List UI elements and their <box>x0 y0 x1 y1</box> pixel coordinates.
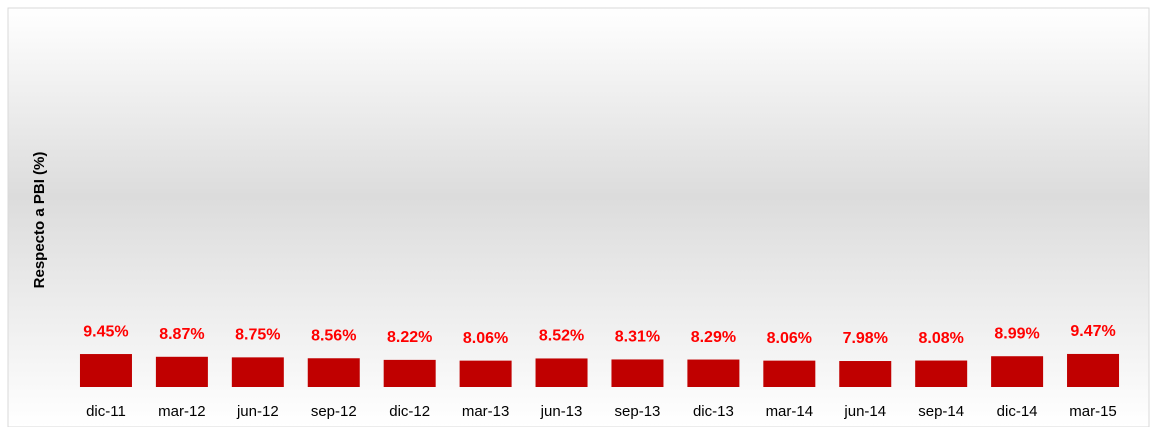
value-label: 8.87% <box>159 326 204 343</box>
x-tick-label: mar-14 <box>766 403 814 420</box>
value-label: 8.06% <box>767 330 812 347</box>
value-label: 8.56% <box>311 327 356 344</box>
x-tick-label: dic-12 <box>389 403 430 420</box>
value-label: 8.06% <box>463 330 508 347</box>
x-tick-label: jun-12 <box>236 403 279 420</box>
bar <box>839 361 892 387</box>
value-label: 8.52% <box>539 328 584 345</box>
x-tick-label: sep-12 <box>311 403 357 420</box>
bar <box>763 360 816 387</box>
bar <box>1067 353 1120 387</box>
x-tick-label: dic-11 <box>86 403 126 420</box>
value-label: 8.22% <box>387 329 432 346</box>
bar <box>611 359 664 387</box>
value-label: 9.47% <box>1070 323 1115 340</box>
y-axis-label: Respecto a PBI (%) <box>31 152 48 289</box>
bar <box>459 360 512 387</box>
x-tick-label: sep-14 <box>918 403 964 420</box>
bar <box>231 357 284 387</box>
x-tick-label: dic-13 <box>693 403 734 420</box>
value-label: 8.99% <box>994 325 1039 342</box>
x-tick-label: jun-14 <box>843 403 886 420</box>
x-tick-label: jun-13 <box>540 403 583 420</box>
value-label: 7.98% <box>843 330 888 347</box>
x-tick-label: mar-13 <box>462 403 510 420</box>
value-label: 8.08% <box>918 330 963 347</box>
bar <box>991 356 1044 387</box>
bar <box>535 358 588 387</box>
bar <box>79 354 132 387</box>
x-tick-label: dic-14 <box>997 403 1038 420</box>
value-label: 8.75% <box>235 327 280 344</box>
x-tick-label: mar-12 <box>158 403 206 420</box>
x-tick-label: sep-13 <box>615 403 661 420</box>
bar <box>687 359 740 387</box>
bar <box>307 358 360 387</box>
x-tick-label: mar-15 <box>1069 403 1117 420</box>
bar <box>383 359 436 387</box>
value-label: 9.45% <box>83 323 128 340</box>
value-label: 8.29% <box>691 329 736 346</box>
value-label: 8.31% <box>615 329 660 346</box>
bar <box>915 360 968 387</box>
bar <box>155 356 208 387</box>
